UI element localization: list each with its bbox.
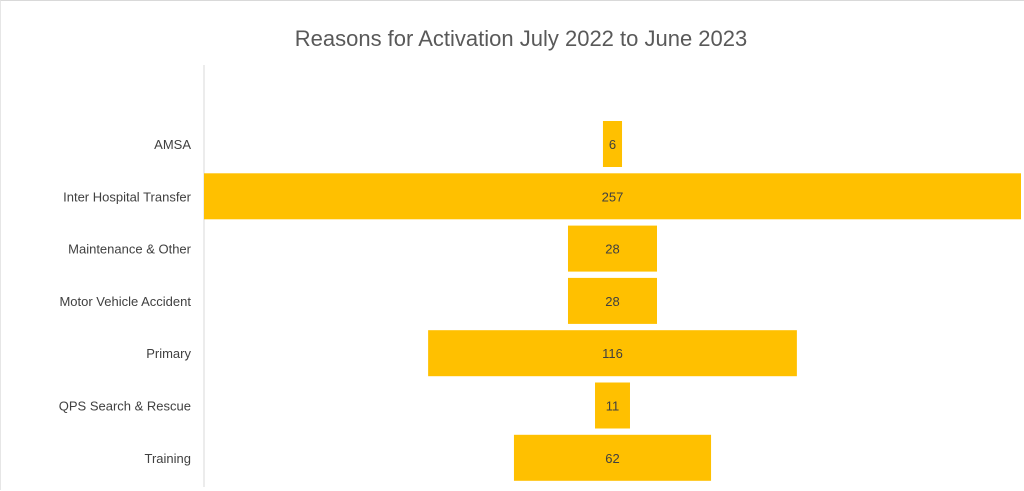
category-label: Maintenance & Other: [68, 242, 192, 257]
category-label: QPS Search & Rescue: [59, 399, 191, 414]
bars-group: 6 AMSA 257 Inter Hospital Transfer 28 Mainten…: [59, 121, 1021, 481]
data-label: 6: [609, 137, 616, 152]
bar: [602, 121, 623, 167]
data-label: 62: [605, 451, 619, 466]
bar: [567, 277, 657, 324]
chart-title: Reasons for Activation July 2022 to June…: [295, 26, 748, 51]
data-label: 11: [606, 399, 620, 414]
data-label: 116: [602, 346, 623, 361]
data-label: 257: [602, 189, 624, 204]
category-label: Inter Hospital Transfer: [63, 189, 192, 204]
bar: [513, 434, 712, 481]
bar: [595, 382, 630, 429]
bar: [567, 225, 657, 272]
bar: [204, 173, 1021, 220]
data-label: 28: [605, 242, 619, 257]
bar: [428, 330, 797, 377]
category-label: Motor Vehicle Accident: [59, 294, 191, 309]
category-label: AMSA: [154, 137, 191, 152]
data-label: 28: [605, 294, 619, 309]
category-label: Primary: [146, 346, 191, 361]
category-label: Training: [145, 451, 191, 466]
